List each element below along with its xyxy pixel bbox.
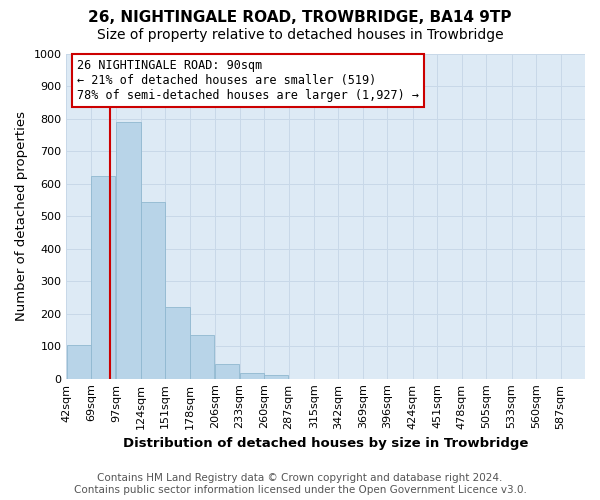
Text: 26, NIGHTINGALE ROAD, TROWBRIDGE, BA14 9TP: 26, NIGHTINGALE ROAD, TROWBRIDGE, BA14 9…	[88, 10, 512, 25]
Bar	[166, 308, 190, 378]
Bar	[67, 344, 91, 378]
Bar	[264, 376, 289, 378]
X-axis label: Distribution of detached houses by size in Trowbridge: Distribution of detached houses by size …	[123, 437, 529, 450]
Text: Size of property relative to detached houses in Trowbridge: Size of property relative to detached ho…	[97, 28, 503, 42]
Text: Contains HM Land Registry data © Crown copyright and database right 2024.
Contai: Contains HM Land Registry data © Crown c…	[74, 474, 526, 495]
Bar	[240, 373, 264, 378]
Bar	[215, 364, 239, 378]
Bar	[190, 335, 214, 378]
Bar	[91, 176, 115, 378]
Bar	[141, 202, 165, 378]
Y-axis label: Number of detached properties: Number of detached properties	[15, 112, 28, 322]
Bar	[116, 122, 140, 378]
Text: 26 NIGHTINGALE ROAD: 90sqm
← 21% of detached houses are smaller (519)
78% of sem: 26 NIGHTINGALE ROAD: 90sqm ← 21% of deta…	[77, 59, 419, 102]
